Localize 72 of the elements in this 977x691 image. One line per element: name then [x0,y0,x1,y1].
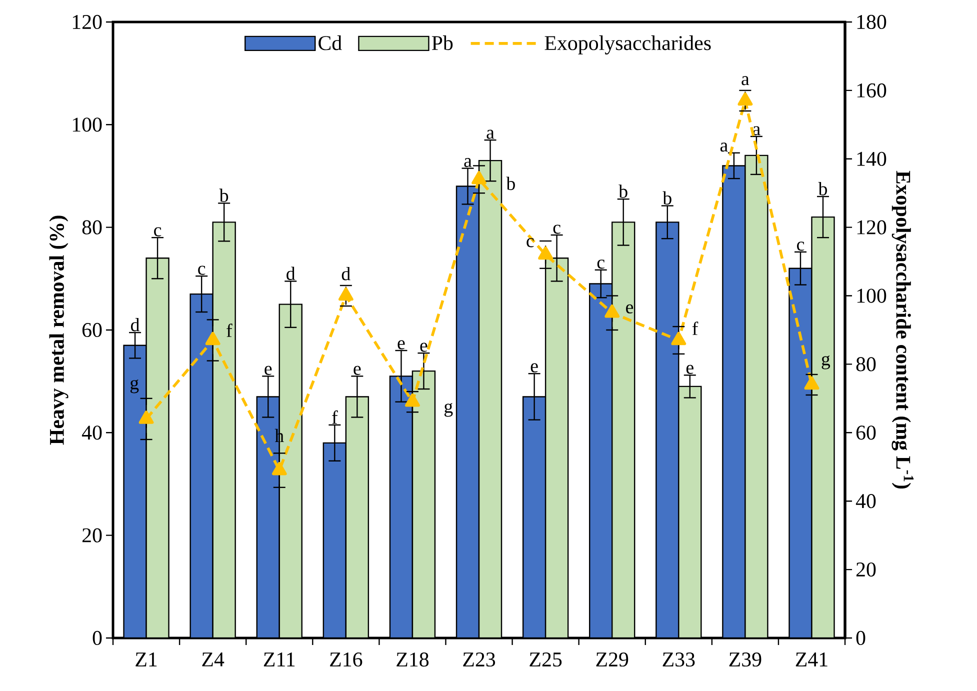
point [538,246,554,260]
x-tick-label: Z23 [463,652,496,667]
data-label: d [342,266,350,280]
data-label: a [464,158,472,168]
data-label: e [686,364,694,374]
data-label: a [486,130,494,139]
point [604,304,620,318]
y-tick-label: 60 [82,322,102,338]
y-tick-label: 120 [72,14,102,30]
data-label: e [530,363,538,372]
y-tick-label: 100 [72,118,102,132]
y2-tick-label: 140 [857,152,886,166]
data-label: a [720,142,728,152]
data-label: b [662,191,672,205]
y2-tick-label: 160 [857,83,886,98]
y-axis-title: Heavy metal removal (%) [49,216,68,445]
data-label: d [130,318,140,332]
data-label: b [818,182,827,196]
point [272,462,287,476]
y2-axis-title: Exopolysaccharide content (mg L$^{-1}$) [892,170,914,489]
data-label: e [626,304,634,314]
data-label: c [526,238,534,248]
x-tick-label: Z11 [264,652,295,666]
x-tick-label: Z39 [729,652,762,667]
data-label: d [286,266,296,280]
data-label: e [398,340,405,350]
point [205,332,220,346]
data-label: b [219,188,228,202]
y2-tick-label: 40 [856,494,876,508]
x-tick-label: Z18 [396,652,429,667]
y2-tick-label: 120 [857,220,886,234]
x-tick-label: Z4 [202,652,224,666]
point [138,410,154,424]
point [671,332,686,346]
data-label: a [742,76,750,86]
y2-tick-label: 0 [856,630,866,646]
legend-label: Exopolysaccharides [544,35,711,54]
data-label: b [506,176,515,190]
data-label: g [444,402,453,417]
data-label: f [332,410,338,424]
data-label: f [692,322,698,335]
data-label: e [264,366,272,375]
y2-tick-label: 60 [856,426,876,440]
x-tick-label: Z29 [596,652,628,667]
y-tick-label: 40 [82,426,102,440]
data-label: c [597,260,604,269]
y-tick-label: 0 [92,630,102,646]
x-tick-label: Z25 [530,652,562,667]
data-label: c [553,224,560,234]
y-tick-label: 80 [82,220,102,234]
data-label: c [154,227,162,236]
x-tick-label: Z33 [662,652,695,667]
legend-label: Cd [318,35,342,50]
y2-tick-label: 180 [857,14,886,30]
data-label: g [130,379,139,394]
data-label: c [198,266,206,275]
x-tick-label: Z1 [136,652,157,666]
point [472,171,486,184]
data-label: h [274,428,284,442]
data-label: g [822,355,830,370]
data-label: c [797,242,804,251]
x-tick-label: Z41 [796,652,828,666]
data-label: f [226,324,232,337]
data-label: e [420,342,428,352]
y-tick-label: 20 [82,528,102,542]
data-label: e [354,366,361,375]
data-label: b [618,184,628,198]
legend-label: Pb [432,35,453,50]
y2-tick-label: 100 [857,288,886,303]
x-tick-label: Z16 [330,652,362,667]
y2-tick-label: 80 [856,357,876,372]
y2-tick-label: 20 [856,562,876,577]
